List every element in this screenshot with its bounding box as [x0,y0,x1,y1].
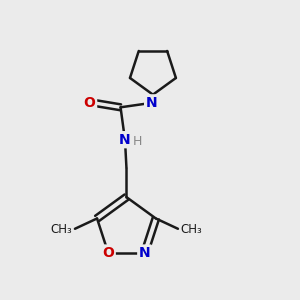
Text: N: N [119,133,131,147]
Text: O: O [84,96,96,110]
Text: CH₃: CH₃ [51,223,73,236]
Text: H: H [133,135,142,148]
Text: N: N [139,246,150,260]
Text: CH₃: CH₃ [180,223,202,236]
Text: O: O [102,246,114,260]
Text: N: N [146,96,157,110]
